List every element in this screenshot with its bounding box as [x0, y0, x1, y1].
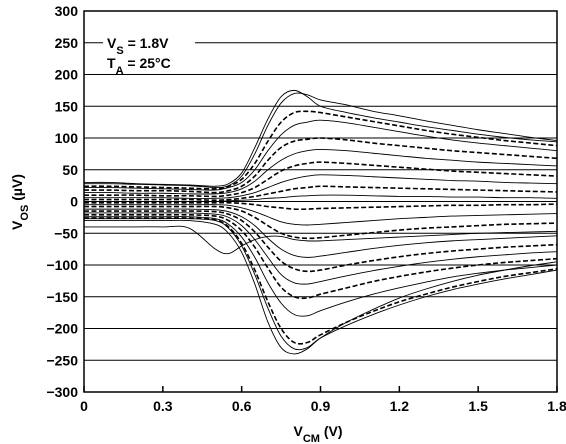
x-tick-label: 1.2: [390, 398, 410, 414]
series-lines: [83, 89, 558, 355]
annotation-line-1: VS = 1.8V: [107, 35, 169, 57]
x-tick-label: 1.8: [547, 398, 566, 414]
y-tick-label: 150: [55, 98, 79, 114]
series-line-12: [84, 204, 558, 226]
x-tick-label: 0.3: [153, 398, 173, 414]
series-line-19: [84, 218, 558, 351]
y-axis-title: VOS (µV): [9, 174, 31, 230]
series-line-22: [84, 225, 558, 255]
series-line-21: [84, 219, 558, 355]
series-line-14: [84, 208, 558, 258]
x-tick-label: 0: [80, 398, 88, 414]
series-line-3: [83, 110, 558, 190]
series-line-9: [84, 185, 558, 202]
y-tick-label: 100: [55, 130, 79, 146]
y-tick-labels: 300 250 200 150 100 50 0 −50 −100 −150 −200 −250 −30…: [46, 3, 78, 400]
y-tick-label: −200: [46, 321, 78, 337]
y-tick-label: 250: [55, 35, 79, 51]
x-tick-label: 0.9: [311, 398, 331, 414]
annotation-background: [103, 30, 195, 74]
y-tick-label: 200: [55, 67, 79, 83]
series-line-5: [83, 137, 558, 194]
y-tick-label: −100: [46, 257, 78, 273]
y-tick-label: −250: [46, 352, 78, 368]
series-line-13: [83, 205, 558, 240]
y-tick-label: −300: [46, 384, 78, 400]
series-line-4: [83, 119, 558, 191]
x-tick-labels: 0 0.3 0.6 0.9 1.2 1.5 1.8: [80, 386, 566, 414]
series-line-2: [83, 92, 558, 188]
series-line-20: [84, 217, 558, 345]
y-tick-label: 300: [55, 3, 79, 19]
series-line-16: [84, 212, 558, 285]
series-line-15: [84, 210, 558, 273]
series-line-6: [83, 148, 558, 195]
y-tick-label: −50: [54, 225, 78, 241]
x-axis-title: VCM (V): [293, 423, 342, 444]
x-tick-label: 1.5: [468, 398, 488, 414]
series-line-8: [83, 174, 558, 199]
series-line-11: [84, 201, 558, 211]
series-line-18: [84, 216, 558, 317]
series-line-7: [83, 161, 558, 198]
series-line-1: [83, 89, 558, 187]
series-line-17: [83, 213, 558, 300]
annotation-line-2: TA = 25°C: [107, 55, 171, 77]
y-tick-label: 50: [62, 162, 78, 178]
series-line-10: [84, 194, 558, 202]
x-tick-label: 0.6: [232, 398, 252, 414]
y-tick-label: −150: [46, 289, 78, 305]
y-tick-label: 0: [70, 194, 78, 210]
